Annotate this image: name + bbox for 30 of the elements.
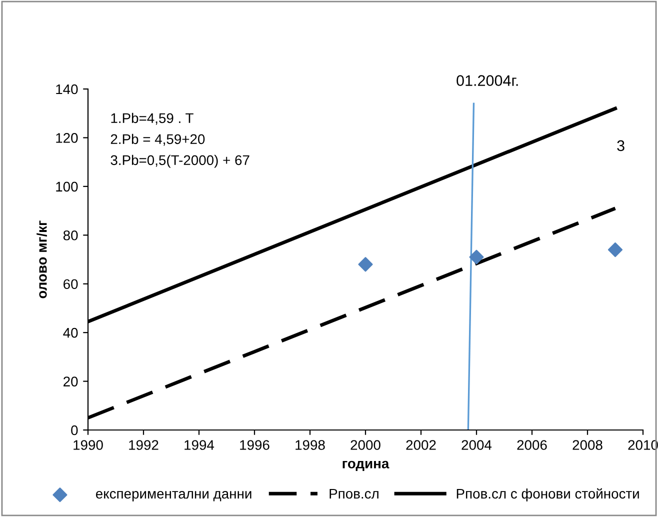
x-tick-label: 1990 [74, 440, 103, 450]
point [358, 257, 373, 272]
annotation: 1.Pb=4,59 . T 2.Pb = 4,59+20 3.Pb=0,5(T-2000) + 67 [110, 112, 250, 168]
x-tick-label: 2004 [462, 440, 492, 450]
y-tick-label: 40 [63, 328, 78, 338]
y-tick-label: 120 [56, 133, 78, 143]
y-tick-label: 100 [56, 182, 78, 192]
x-tick-label: 2000 [350, 440, 380, 450]
y-tick-label: 60 [64, 279, 78, 290]
x-tick-label: 1996 [240, 440, 270, 450]
x-tick-label: 1998 [296, 440, 325, 450]
y-tick-label: 0 [71, 425, 78, 436]
x-tick-label: 2010 [628, 440, 658, 450]
annotation: 3 [617, 140, 624, 152]
x-tick-label: 2002 [406, 440, 436, 450]
y-tick-label: 80 [63, 230, 78, 240]
text: 01.2004г. [456, 75, 518, 86]
y-tick-label: 20 [64, 376, 78, 386]
y-axis-title: олово мг/кг [36, 220, 47, 298]
legend-label: Рпов.сл с фонови стойности [456, 488, 639, 502]
x-axis-title: година [342, 460, 390, 472]
x-tick-label: 1992 [129, 440, 158, 450]
legend-label: експериментални данни [96, 491, 252, 502]
legend-label: Рпов.сл [330, 488, 378, 499]
x-tick-label: 1994 [184, 440, 214, 450]
y-tick-label: 140 [56, 84, 78, 94]
x-tick-label: 2006 [517, 440, 547, 450]
x-tick-label: 2008 [572, 440, 602, 450]
point [608, 242, 623, 258]
point [469, 250, 484, 264]
